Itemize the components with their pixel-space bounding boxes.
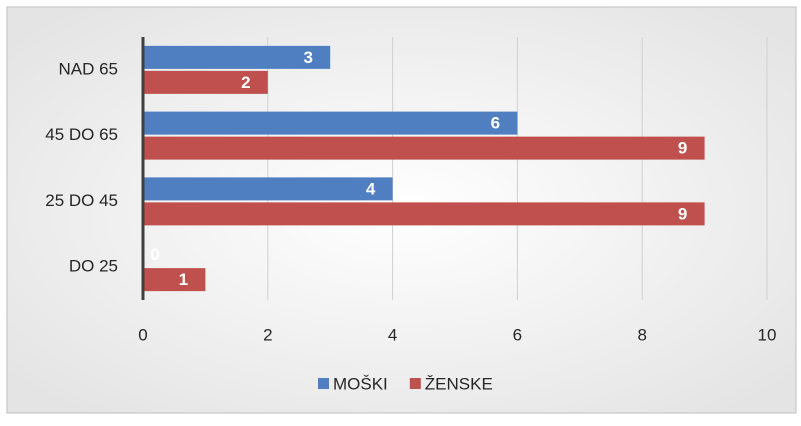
bar <box>143 268 206 292</box>
bar <box>143 202 705 226</box>
data-label: 9 <box>678 139 687 158</box>
data-label: 3 <box>303 48 312 67</box>
legend-label: ŽENSKE <box>425 374 493 393</box>
legend-swatch <box>318 378 329 389</box>
x-tick-label: 8 <box>637 325 646 344</box>
y-tick-label: 25 DO 45 <box>45 191 118 210</box>
x-tick-label: 2 <box>263 325 272 344</box>
bar <box>143 111 518 135</box>
bar <box>143 70 268 94</box>
x-tick-label: 4 <box>388 325 397 344</box>
data-label: 2 <box>241 73 250 92</box>
data-label: 0 <box>150 245 159 264</box>
y-tick-label: NAD 65 <box>58 59 118 78</box>
data-label: 9 <box>678 204 687 223</box>
data-label: 1 <box>179 270 188 289</box>
data-label: 6 <box>491 114 500 133</box>
bar <box>143 45 331 69</box>
bar <box>143 177 393 201</box>
x-tick-label: 6 <box>513 325 522 344</box>
data-label: 4 <box>366 179 376 198</box>
y-tick-label: 45 DO 65 <box>45 125 118 144</box>
x-tick-label: 10 <box>758 325 777 344</box>
y-tick-label: DO 25 <box>69 257 118 276</box>
legend-swatch <box>409 378 421 389</box>
legend-label: MOŠKI <box>333 374 388 393</box>
x-tick-label: 0 <box>138 325 147 344</box>
bar <box>143 136 705 160</box>
